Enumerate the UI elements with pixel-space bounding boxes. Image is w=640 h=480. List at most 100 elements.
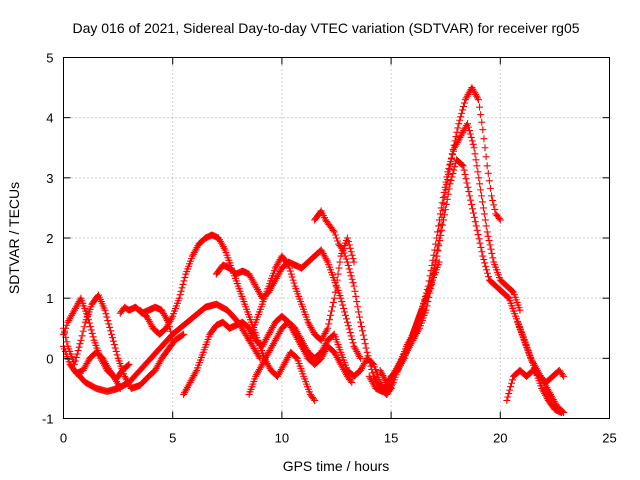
data-point: [467, 196, 475, 204]
data-point: [284, 260, 292, 268]
data-point: [489, 254, 497, 262]
data-point: [479, 198, 487, 206]
data-point: [482, 262, 490, 270]
data-point: [333, 234, 340, 242]
data-point: [80, 323, 88, 331]
data-point: [483, 162, 491, 170]
satellite-track-5: [136, 231, 319, 404]
data-point: [111, 344, 119, 352]
data-point: [179, 280, 187, 288]
data-point: [459, 162, 467, 170]
satellite-track-14: [387, 156, 565, 416]
data-point: [430, 265, 438, 273]
data-point: [357, 318, 365, 326]
data-point: [180, 277, 188, 285]
data-point: [323, 326, 331, 334]
data-point: [106, 323, 114, 331]
data-point: [330, 228, 338, 236]
data-point: [362, 344, 370, 352]
data-point: [344, 322, 352, 330]
data-point: [325, 320, 333, 328]
data-point: [330, 294, 338, 302]
data-point: [478, 192, 486, 200]
data-point: [77, 336, 85, 344]
data-point: [479, 204, 487, 212]
data-point: [105, 320, 113, 328]
data-point: [290, 279, 298, 287]
data-point: [339, 246, 347, 254]
data-point: [311, 396, 319, 404]
data-point: [484, 269, 492, 277]
data-point: [357, 354, 365, 362]
data-point: [180, 330, 188, 338]
data-point: [344, 262, 352, 270]
data-point: [435, 242, 443, 250]
data-point: [437, 204, 445, 212]
data-point: [125, 360, 133, 368]
data-point: [448, 154, 456, 162]
data-point: [340, 304, 348, 312]
data-point: [63, 321, 71, 329]
data-point: [348, 275, 356, 283]
data-point: [469, 209, 477, 217]
data-marks: [60, 84, 568, 416]
data-point: [464, 123, 472, 131]
data-point: [329, 226, 337, 234]
data-point: [486, 241, 494, 249]
data-point: [345, 325, 353, 333]
data-point: [506, 386, 514, 394]
data-point: [444, 190, 452, 198]
data-point: [438, 226, 446, 234]
data-point: [439, 194, 447, 202]
data-point: [485, 237, 493, 245]
data-point: [439, 221, 447, 229]
data-point: [333, 276, 341, 284]
data-point: [477, 186, 485, 194]
data-point: [448, 173, 456, 181]
data-point: [324, 324, 332, 332]
data-point: [480, 255, 488, 263]
data-point: [369, 369, 377, 377]
data-point: [429, 269, 437, 277]
data-point: [508, 376, 516, 384]
data-point: [486, 184, 494, 192]
data-point: [168, 314, 176, 322]
data-point: [109, 337, 117, 345]
data-point: [347, 272, 355, 280]
data-point: [284, 261, 292, 269]
data-point: [469, 140, 477, 148]
data-point: [175, 294, 183, 302]
data-point: [176, 291, 184, 299]
satellite-track-1: [60, 291, 188, 392]
data-point: [342, 315, 350, 323]
data-point: [104, 317, 112, 325]
data-point: [286, 267, 294, 275]
data-point: [446, 161, 454, 169]
data-point: [508, 379, 516, 387]
data-point: [440, 216, 448, 224]
data-point: [288, 273, 296, 281]
data-point: [474, 231, 482, 239]
data-point: [344, 237, 352, 245]
data-point: [507, 383, 515, 391]
data-point: [349, 279, 357, 287]
data-point: [328, 303, 336, 311]
data-point: [74, 347, 82, 355]
data-point: [560, 408, 568, 416]
data-point: [107, 327, 115, 335]
data-point: [346, 268, 354, 276]
data-point: [488, 249, 496, 257]
data-point: [471, 218, 479, 226]
data-point: [444, 168, 452, 176]
data-point: [475, 235, 483, 243]
data-point: [108, 330, 116, 338]
data-point: [481, 216, 489, 224]
data-point: [63, 338, 71, 346]
data-point: [347, 248, 355, 256]
data-point: [485, 177, 493, 185]
data-point: [482, 222, 490, 230]
data-point: [446, 180, 454, 188]
data-point: [560, 372, 568, 380]
data-point: [449, 170, 457, 178]
